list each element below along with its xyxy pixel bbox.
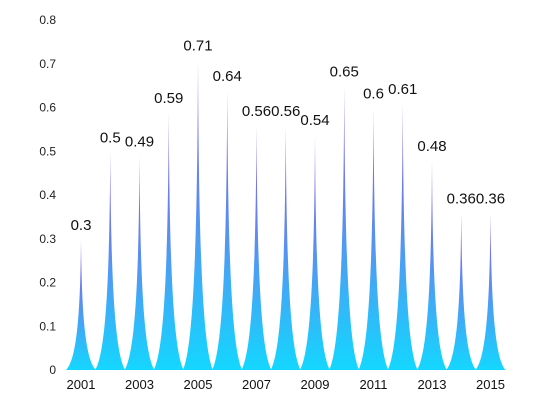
y-tick-label: 0.5 — [39, 144, 56, 158]
bar-2014 — [446, 212, 477, 370]
y-tick-label: 0.4 — [39, 188, 56, 202]
y-tick-label: 0 — [49, 363, 56, 377]
data-label-2011: 0.6 — [363, 86, 384, 103]
x-tick-label-2011: 2011 — [360, 377, 388, 392]
bar-2009 — [300, 133, 330, 370]
y-tick-label: 0.3 — [39, 232, 56, 246]
data-label-2005: 0.71 — [183, 37, 212, 54]
data-label-2010: 0.65 — [330, 64, 359, 81]
data-label-2003: 0.49 — [125, 134, 154, 151]
x-axis-labels: 2001 2003 2005 2007 2009 2011 2013 2015 — [67, 377, 505, 392]
y-tick-label: 0.6 — [39, 101, 56, 115]
x-tick-label-2003: 2003 — [125, 377, 154, 392]
bar-2015 — [475, 212, 506, 370]
bar-2006 — [212, 90, 243, 370]
bar-2012 — [387, 103, 418, 370]
data-label-2014: 0.36 — [447, 191, 476, 208]
data-label-2012: 0.61 — [388, 81, 417, 98]
y-tick-label: 0.7 — [39, 57, 56, 71]
data-label-2013: 0.48 — [417, 138, 446, 155]
bar-2007 — [241, 125, 272, 370]
y-tick-label: 0.2 — [39, 276, 56, 290]
y-axis-labels: 0 0.1 0.2 0.3 0.4 0.5 0.6 0.7 0.8 — [39, 13, 56, 377]
bar-2001 — [66, 238, 96, 370]
data-label-2001: 0.3 — [71, 217, 92, 234]
x-tick-label-2013: 2013 — [418, 377, 447, 392]
bar-2010 — [329, 85, 360, 370]
data-label-2015: 0.36 — [476, 191, 505, 208]
data-label-2002: 0.5 — [100, 129, 121, 146]
bar-2003 — [124, 155, 155, 370]
x-tick-label-2005: 2005 — [184, 377, 213, 392]
chart-bars — [66, 59, 506, 370]
data-label-2006: 0.64 — [213, 68, 242, 85]
bar-2008 — [270, 125, 301, 370]
x-tick-label-2001: 2001 — [67, 377, 96, 392]
y-tick-label: 0.8 — [39, 13, 56, 27]
data-label-2008: 0.56 — [271, 103, 300, 120]
data-label-2004: 0.59 — [154, 90, 183, 107]
bar-2002 — [95, 151, 126, 370]
bar-2005 — [183, 59, 213, 370]
x-tick-label-2007: 2007 — [242, 377, 271, 392]
bar-2004 — [153, 111, 184, 370]
data-label-2009: 0.54 — [300, 112, 329, 129]
x-tick-label-2009: 2009 — [301, 377, 330, 392]
data-labels: 0.30.5 0.490.590.710.640.56 0.560.540.650.… — [71, 37, 506, 233]
x-tick-label-2015: 2015 — [476, 377, 505, 392]
bar-2013 — [417, 160, 447, 370]
y-tick-label: 0.1 — [39, 319, 56, 333]
bar-2011 — [358, 107, 389, 370]
data-label-2007: 0.56 — [242, 103, 271, 120]
